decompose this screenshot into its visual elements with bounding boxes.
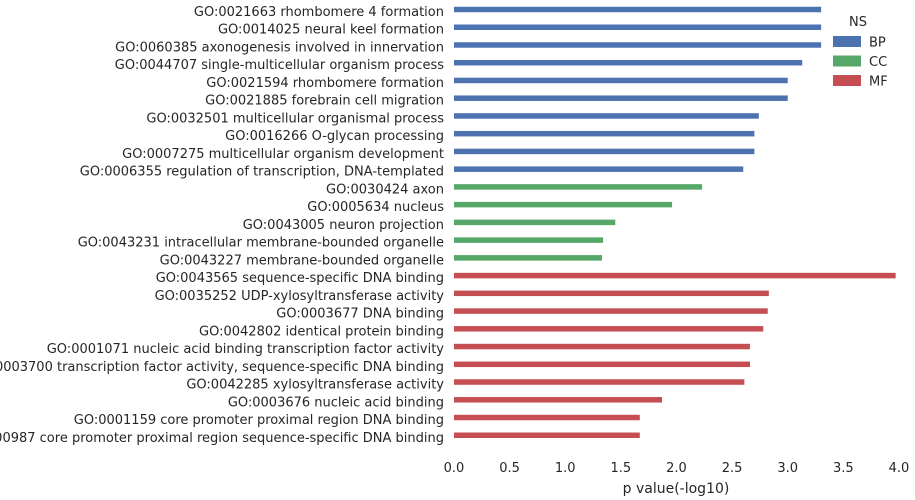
y-tick-label: GO:0003700 transcription factor activity… [0, 360, 444, 375]
bar [454, 130, 755, 137]
y-tick-label: GO:0043565 sequence-specific DNA binding [156, 271, 444, 286]
y-tick-label: GO:0001159 core promoter proximal region… [74, 413, 444, 428]
y-tick-label: GO:0044707 single-multicellular organism… [115, 58, 444, 73]
bar [454, 326, 764, 332]
bar [454, 59, 803, 66]
bar [454, 24, 822, 30]
bar [454, 255, 602, 261]
x-tick-label: 3.5 [833, 461, 854, 476]
bar [454, 432, 640, 439]
x-axis-ticks: 0.0 0.5 1.0 1.5 2.0 2.5 3.0 3.5 4.0 [444, 461, 910, 476]
y-tick-label: GO:0007275 multicellular organism develo… [122, 147, 444, 162]
y-tick-label: GO:0021594 rhombomere formation [206, 76, 444, 91]
x-tick-label: 4.0 [889, 461, 910, 476]
bar [454, 184, 703, 190]
legend-swatch [833, 75, 861, 86]
bar [454, 166, 744, 172]
bar [454, 201, 673, 208]
bar [454, 308, 768, 314]
bar [454, 414, 640, 421]
bar [454, 361, 750, 368]
bar [454, 219, 616, 226]
x-tick-label: 0.5 [499, 461, 520, 476]
bar [454, 6, 822, 13]
bar [454, 77, 788, 84]
legend-label: BP [869, 36, 886, 51]
y-tick-label: GO:0021663 rhombomere 4 formation [194, 5, 444, 20]
y-tick-label: GO:0030424 axon [326, 182, 444, 197]
legend: NS BP CC MF [833, 15, 888, 90]
y-tick-label: GO:0003677 DNA binding [276, 307, 444, 322]
y-tick-label: GO:0000987 core promoter proximal region… [0, 431, 444, 446]
y-tick-label: GO:0032501 multicellular organismal proc… [146, 111, 444, 126]
legend-title: NS [849, 15, 867, 30]
x-tick-label: 3.0 [777, 461, 798, 476]
bar [454, 113, 759, 119]
legend-swatch [833, 36, 861, 47]
legend-label: CC [869, 55, 887, 70]
bar [454, 290, 769, 297]
y-tick-label: GO:0043005 neuron projection [243, 218, 444, 233]
y-tick-label: GO:0001071 nucleic acid binding transcri… [47, 342, 445, 357]
bar [454, 397, 663, 403]
y-tick-label: GO:0021885 forebrain cell migration [205, 94, 444, 109]
y-axis-labels: GO:0021663 rhombomere 4 formation GO:0014… [0, 5, 444, 446]
x-tick-label: 2.0 [666, 461, 687, 476]
y-tick-label: GO:0060385 axonogenesis involved in inne… [115, 40, 444, 55]
y-tick-label: GO:0042285 xylosyltransferase activity [186, 378, 444, 393]
y-tick-label: GO:0003676 nucleic acid binding [228, 395, 444, 410]
x-tick-label: 1.5 [611, 461, 632, 476]
bar [454, 95, 788, 101]
legend-swatch [833, 55, 861, 67]
bars-layer [454, 6, 896, 439]
x-tick-label: 2.5 [722, 461, 743, 476]
bar [454, 379, 745, 385]
y-tick-label: GO:0043227 membrane-bounded organelle [160, 253, 444, 268]
y-tick-label: GO:0042802 identical protein binding [199, 324, 444, 339]
y-tick-label: GO:0006355 regulation of transcription, … [80, 165, 444, 180]
y-tick-label: GO:0005634 nucleus [307, 200, 444, 215]
bar [454, 42, 822, 48]
x-tick-label: 1.0 [555, 461, 576, 476]
y-tick-label: GO:0035252 UDP-xylosyltransferase activi… [155, 289, 445, 304]
y-tick-label: GO:0016266 O-glycan processing [225, 129, 444, 144]
x-axis-label: p value(-log10) [623, 481, 730, 497]
y-tick-label: GO:0014025 neural keel formation [218, 23, 444, 38]
bar [454, 237, 604, 243]
legend-label: MF [869, 75, 888, 90]
bar [454, 272, 896, 279]
bar [454, 343, 750, 350]
bar [454, 148, 755, 155]
x-tick-label: 0.0 [444, 461, 465, 476]
y-tick-label: GO:0043231 intracellular membrane-bounde… [78, 236, 444, 251]
